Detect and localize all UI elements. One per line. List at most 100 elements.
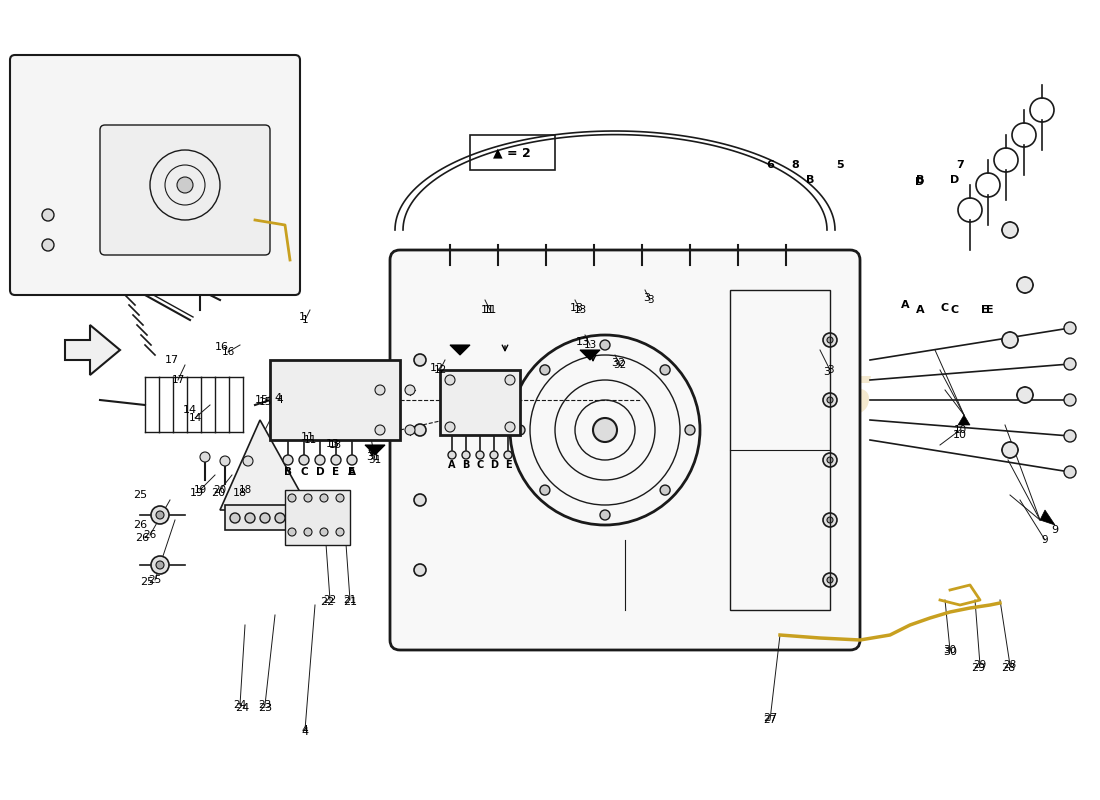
Text: 13: 13 (573, 305, 586, 315)
Text: 12: 12 (433, 365, 447, 375)
Circle shape (600, 340, 610, 350)
Text: 1: 1 (298, 312, 306, 322)
Circle shape (827, 577, 833, 583)
Circle shape (200, 452, 210, 462)
Text: C: C (300, 467, 308, 477)
Text: 32: 32 (610, 358, 625, 368)
Circle shape (275, 513, 285, 523)
Circle shape (827, 457, 833, 463)
Circle shape (1002, 332, 1018, 348)
Circle shape (230, 513, 240, 523)
Text: 4: 4 (301, 725, 308, 735)
Circle shape (505, 422, 515, 432)
Circle shape (320, 528, 328, 536)
Text: 30: 30 (943, 647, 957, 657)
Text: 32: 32 (614, 360, 627, 370)
Circle shape (1002, 442, 1018, 458)
Circle shape (823, 393, 837, 407)
Text: 25: 25 (140, 577, 154, 587)
Text: 27: 27 (763, 713, 777, 723)
Text: C: C (950, 305, 959, 315)
Text: A: A (348, 467, 356, 477)
Text: E: E (332, 467, 340, 477)
Circle shape (660, 365, 670, 375)
Text: 6: 6 (766, 160, 774, 170)
Text: 18: 18 (233, 488, 248, 498)
Text: 29: 29 (971, 663, 986, 673)
Text: D: D (316, 467, 324, 477)
Text: 26: 26 (135, 533, 150, 543)
Text: 14: 14 (188, 413, 201, 423)
Circle shape (823, 333, 837, 347)
Text: B: B (916, 175, 924, 185)
Text: 1: 1 (301, 315, 308, 325)
Text: 25: 25 (148, 575, 162, 585)
Circle shape (414, 564, 426, 576)
Circle shape (151, 556, 169, 574)
Text: C: C (940, 303, 949, 313)
Circle shape (827, 517, 833, 523)
Circle shape (504, 451, 512, 459)
Circle shape (243, 456, 253, 466)
Text: 22: 22 (320, 597, 334, 607)
Text: D: D (950, 175, 959, 185)
Circle shape (446, 375, 455, 385)
Text: B: B (806, 175, 814, 185)
Text: 19: 19 (194, 485, 207, 495)
Text: 26: 26 (143, 530, 156, 540)
Text: 11: 11 (304, 435, 317, 445)
Circle shape (823, 513, 837, 527)
Text: 17: 17 (172, 375, 185, 385)
Text: 5: 5 (836, 160, 844, 170)
Text: 16: 16 (221, 347, 234, 357)
FancyBboxPatch shape (100, 125, 270, 255)
Text: 11: 11 (301, 432, 315, 442)
Polygon shape (580, 350, 600, 360)
Text: 3: 3 (824, 367, 830, 377)
Text: E: E (349, 467, 355, 477)
Text: 8: 8 (791, 160, 799, 170)
Bar (470, 135, 556, 170)
Circle shape (685, 425, 695, 435)
Text: 11: 11 (481, 305, 495, 315)
Circle shape (156, 561, 164, 569)
Text: 10: 10 (953, 430, 967, 440)
Text: A: A (449, 460, 455, 470)
Circle shape (405, 425, 415, 435)
Text: D: D (915, 177, 925, 187)
Text: 13: 13 (329, 440, 342, 450)
Text: 4: 4 (277, 395, 284, 405)
Circle shape (1018, 277, 1033, 293)
Text: A: A (915, 305, 924, 315)
Text: 19: 19 (190, 488, 205, 498)
Text: 21: 21 (343, 595, 356, 605)
Text: ▲ = 2: ▲ = 2 (493, 146, 531, 159)
Text: 23: 23 (258, 700, 272, 710)
Text: B: B (462, 460, 470, 470)
Circle shape (1064, 430, 1076, 442)
Text: 30: 30 (944, 645, 957, 655)
Text: 16: 16 (214, 342, 229, 352)
Text: 10: 10 (954, 425, 967, 435)
Circle shape (336, 494, 344, 502)
Text: 28: 28 (1001, 663, 1015, 673)
Circle shape (446, 422, 455, 432)
FancyBboxPatch shape (10, 55, 300, 295)
Circle shape (462, 451, 470, 459)
Text: 15: 15 (258, 397, 272, 407)
Circle shape (515, 425, 525, 435)
Circle shape (283, 455, 293, 465)
Circle shape (540, 365, 550, 375)
Text: 22: 22 (323, 595, 337, 605)
Text: E: E (505, 460, 512, 470)
Circle shape (600, 510, 610, 520)
Text: B: B (284, 467, 292, 477)
Circle shape (1064, 358, 1076, 370)
Text: 24: 24 (233, 700, 246, 710)
Bar (285, 490, 350, 545)
Circle shape (220, 456, 230, 466)
Circle shape (260, 513, 270, 523)
Text: 20: 20 (211, 488, 226, 498)
Text: D: D (490, 460, 498, 470)
Polygon shape (958, 415, 970, 425)
